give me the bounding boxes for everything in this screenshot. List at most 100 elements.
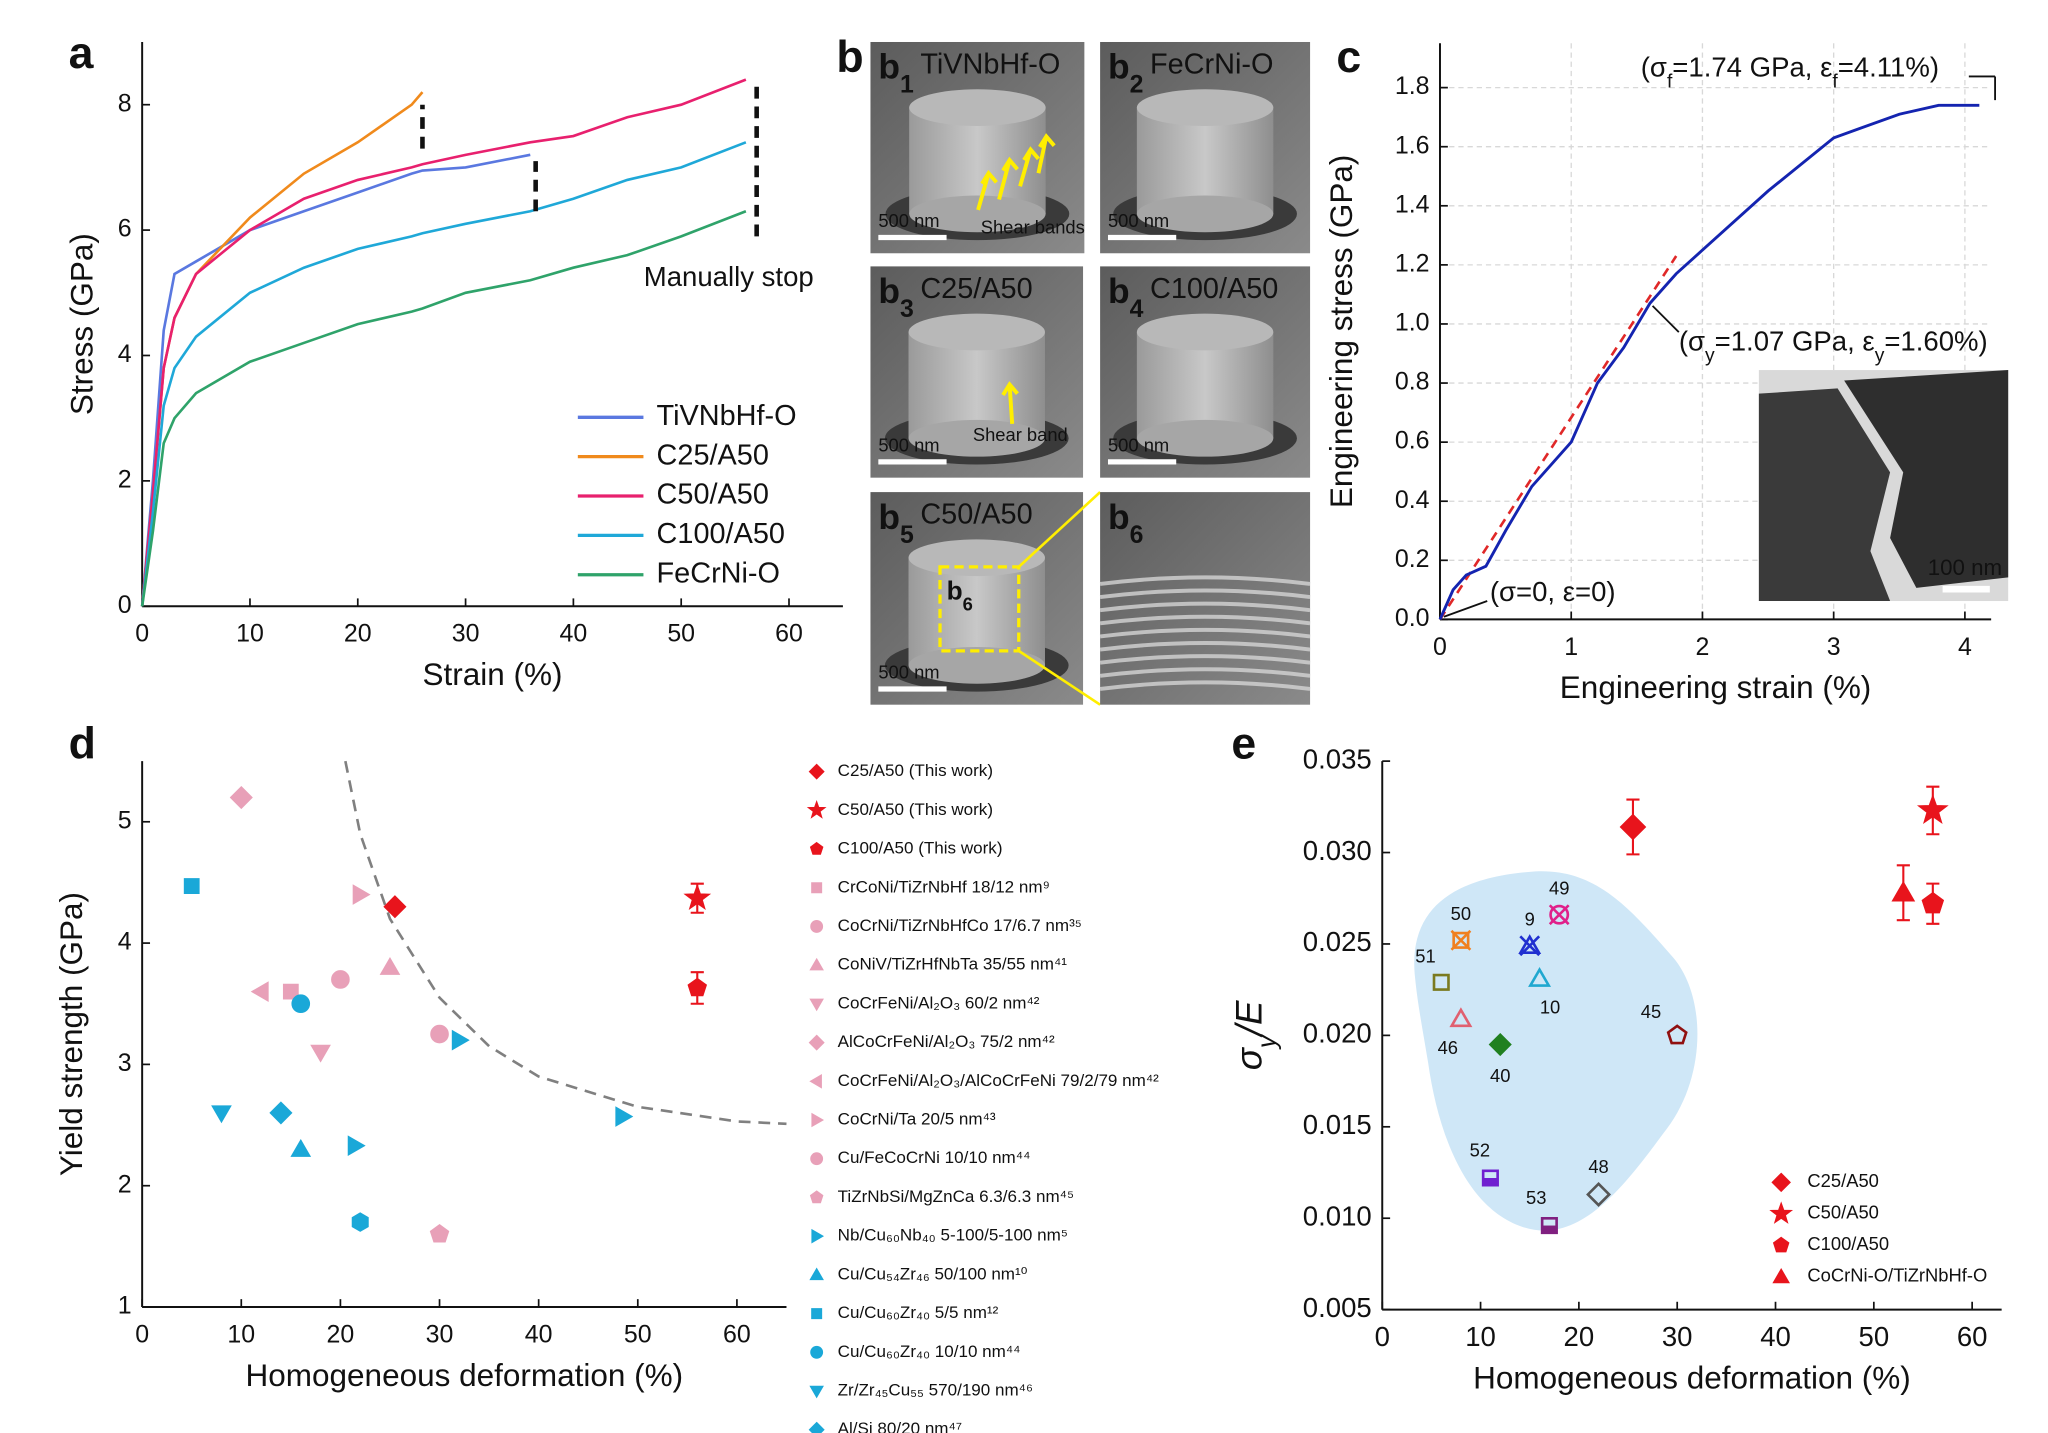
legend-label: Zr/Zr₄₅Cu₅₅ 570/190 nm⁴⁶ <box>838 1381 1033 1400</box>
marker <box>1548 904 1570 926</box>
layer-stripe <box>1099 667 1311 678</box>
panel-label: b <box>836 33 863 82</box>
y-tick-label: 0.4 <box>1395 486 1430 514</box>
line <box>1438 103 1980 620</box>
x-tick-label: 0 <box>135 620 149 648</box>
x-axis-label: Homogeneous deformation (%) <box>1473 1359 1911 1395</box>
marker-shape <box>1432 973 1450 991</box>
layer-stripe <box>1099 575 1311 586</box>
scale-label: 500 nm <box>878 210 939 231</box>
y-tick-label: 0.6 <box>1395 427 1430 455</box>
inset-specimen <box>1844 370 2009 588</box>
x-tick-label: 2 <box>1696 633 1710 661</box>
x-tick-label: 4 <box>1958 633 1972 661</box>
y-tick-label: 1.0 <box>1395 309 1430 337</box>
marker-shape <box>809 1267 824 1281</box>
annotation-arrow <box>1651 305 1680 333</box>
y-axis-label: Engineering stress (GPa) <box>1323 155 1359 508</box>
marker <box>351 1212 369 1232</box>
marker-shape <box>379 956 401 975</box>
shear-arrow <box>1018 146 1040 187</box>
image-title: C100/A50 <box>1150 273 1278 305</box>
text-part: (σ=0, ε=0) <box>1490 576 1616 607</box>
marker-shape <box>809 1074 822 1089</box>
x-tick-label: 30 <box>426 1320 454 1348</box>
marker <box>1449 1007 1473 1028</box>
pillar-bottom <box>1136 195 1274 233</box>
point-label: 45 <box>1641 1001 1661 1022</box>
zoom-line <box>1018 649 1101 706</box>
marker-shape <box>810 1152 824 1166</box>
legend-marker <box>1772 1267 1790 1284</box>
legend-marker <box>809 1385 824 1399</box>
marker-shape <box>183 878 200 894</box>
annotation: σy/E <box>1229 1000 1282 1070</box>
image-title: TiVNbHf-O <box>920 48 1060 80</box>
legend-label: C100/A50 (This work) <box>838 839 1003 858</box>
label-index: 2 <box>1130 71 1144 98</box>
marker-shape <box>809 1385 824 1399</box>
x-tick-label: 3 <box>1827 633 1841 661</box>
image-label: b5 <box>878 497 914 549</box>
legend-marker <box>809 1267 824 1281</box>
marker-shape <box>809 841 824 855</box>
marker-shape <box>310 1044 331 1063</box>
text-part: =1.74 GPa, ε <box>1672 51 1832 82</box>
x-axis-label: Engineering strain (%) <box>1560 669 1872 705</box>
y-tick-label: 1.6 <box>1395 131 1430 159</box>
scale-label: 500 nm <box>878 434 939 455</box>
subscript: f <box>1667 71 1673 92</box>
y-tick-label: 3 <box>118 1049 132 1077</box>
pillar-bottom <box>908 646 1045 684</box>
legend-marker <box>810 1152 824 1166</box>
legend-marker <box>808 763 825 780</box>
legend-label: CoCrFeNi/Al₂O₃ 60/2 nm⁴² <box>838 993 1040 1012</box>
annotation: (σf=1.74 GPa, εf=4.11%) <box>1641 51 1939 91</box>
image-note: Shear band <box>973 424 1068 445</box>
zoom-label: b6 <box>947 576 973 614</box>
x-tick-label: 1 <box>1564 633 1578 661</box>
layer-stripe <box>1099 641 1311 652</box>
line <box>140 210 747 607</box>
label-index: 6 <box>1130 521 1144 548</box>
layer-stripe <box>1099 627 1311 639</box>
legend-label: C50/A50 <box>1807 1202 1878 1223</box>
marker-shape <box>808 763 825 780</box>
label-letter: b <box>878 271 900 311</box>
marker-shape <box>1488 1032 1512 1057</box>
marker <box>687 977 708 997</box>
legend-label: C25/A50 (This work) <box>838 761 993 780</box>
y-axis-label: Stress (GPa) <box>63 233 99 415</box>
legend-marker <box>1771 1172 1791 1193</box>
annotation: (σ=0, ε=0) <box>1490 576 1616 607</box>
marker <box>1481 1169 1499 1187</box>
guide-line <box>344 760 787 1126</box>
y-tick-label: 0.2 <box>1395 545 1430 573</box>
marker-shape <box>1771 1172 1791 1193</box>
legend-marker <box>808 1421 825 1433</box>
image-label: b2 <box>1108 47 1143 98</box>
text-part: σ <box>1229 1046 1270 1070</box>
marker-shape <box>809 998 824 1012</box>
point-label: 52 <box>1470 1140 1490 1161</box>
x-axis-label: Homogeneous deformation (%) <box>246 1357 684 1393</box>
image-label: b4 <box>1108 271 1144 322</box>
label-letter: b <box>1108 47 1130 87</box>
x-tick-label: 40 <box>525 1320 553 1348</box>
legend-marker <box>811 882 823 894</box>
y-tick-label: 4 <box>118 928 132 956</box>
x-axis-label: Strain (%) <box>423 656 563 692</box>
legend-label: CoCrFeNi/Al₂O₃/AlCoCrFeNi 79/2/79 nm⁴² <box>838 1071 1160 1090</box>
y-tick-label: 1.2 <box>1395 249 1430 277</box>
y-tick-label: 0 <box>118 591 132 619</box>
legend-label: TiVNbHf-O <box>657 400 797 432</box>
legend-label: AlCoCrFeNi/Al₂O₃ 75/2 nm⁴² <box>838 1032 1055 1051</box>
line <box>140 153 531 607</box>
legend-label: Cu/Cu₅₄Zr₄₆ 50/100 nm¹⁰ <box>838 1264 1028 1283</box>
text-part: (σ <box>1641 51 1667 82</box>
marker <box>683 883 712 910</box>
y-tick-label: 1 <box>118 1292 132 1320</box>
legend-label: C100/A50 <box>657 518 785 550</box>
legend-marker <box>808 1034 825 1051</box>
x-tick-label: 10 <box>1465 1321 1496 1352</box>
